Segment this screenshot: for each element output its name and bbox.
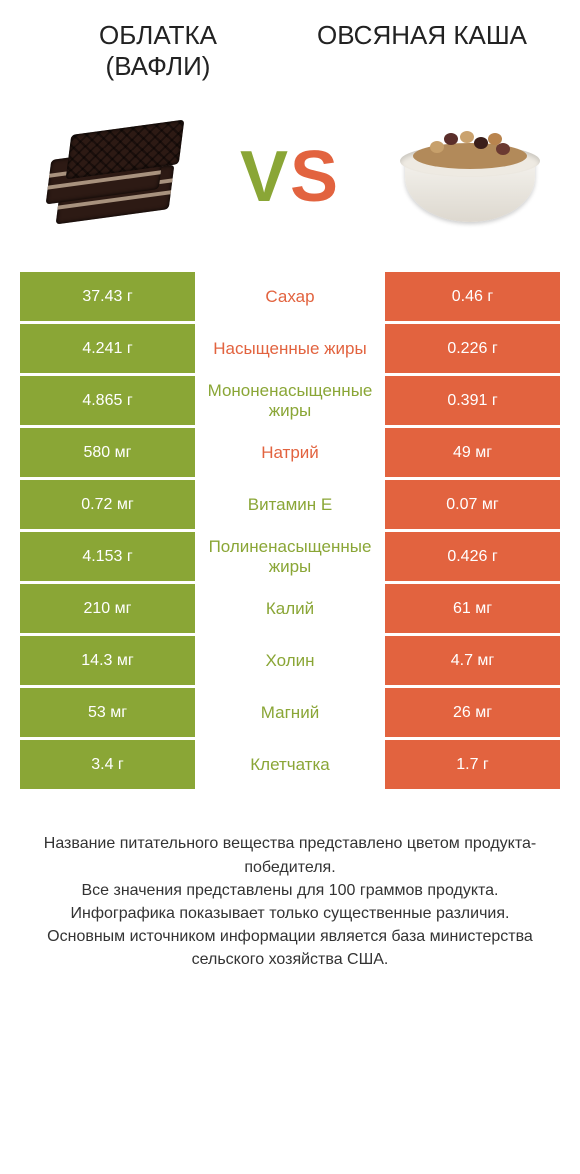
left-value-cell: 0.72 мг (20, 480, 195, 529)
right-value-cell: 49 мг (385, 428, 560, 477)
table-row: 14.3 мгХолин4.7 мг (20, 636, 560, 688)
right-value-cell: 4.7 мг (385, 636, 560, 685)
vs-label: VS (240, 136, 340, 218)
header: Облатка (Вафли) Овсяная каша (0, 0, 580, 92)
comparison-table: 37.43 гСахар0.46 г4.241 гНасыщенные жиры… (20, 272, 560, 792)
left-value-cell: 4.865 г (20, 376, 195, 425)
left-product-title: Облатка (Вафли) (50, 20, 266, 82)
nutrient-label-cell: Мононенасыщенные жиры (195, 376, 385, 425)
nutrient-label-cell: Магний (195, 688, 385, 737)
nutrient-label-cell: Клетчатка (195, 740, 385, 789)
nutrient-label-cell: Полиненасыщенные жиры (195, 532, 385, 581)
oatmeal-image (390, 112, 550, 242)
right-value-cell: 61 мг (385, 584, 560, 633)
footer-line: Название питательного вещества представл… (25, 832, 555, 878)
table-row: 580 мгНатрий49 мг (20, 428, 560, 480)
left-value-cell: 14.3 мг (20, 636, 195, 685)
left-value-cell: 210 мг (20, 584, 195, 633)
right-value-cell: 0.391 г (385, 376, 560, 425)
left-value-cell: 37.43 г (20, 272, 195, 321)
left-value-cell: 3.4 г (20, 740, 195, 789)
table-row: 37.43 гСахар0.46 г (20, 272, 560, 324)
footer-notes: Название питательного вещества представл… (0, 832, 580, 971)
left-value-cell: 53 мг (20, 688, 195, 737)
left-value-cell: 4.153 г (20, 532, 195, 581)
nutrient-label-cell: Холин (195, 636, 385, 685)
left-value-cell: 580 мг (20, 428, 195, 477)
right-value-cell: 26 мг (385, 688, 560, 737)
nutrient-label-cell: Сахар (195, 272, 385, 321)
footer-line: Инфографика показывает только существенн… (25, 902, 555, 925)
nutrient-label-cell: Насыщенные жиры (195, 324, 385, 373)
right-value-cell: 1.7 г (385, 740, 560, 789)
right-value-cell: 0.226 г (385, 324, 560, 373)
right-value-cell: 0.46 г (385, 272, 560, 321)
table-row: 53 мгМагний26 мг (20, 688, 560, 740)
right-value-cell: 0.426 г (385, 532, 560, 581)
nutrient-label-cell: Калий (195, 584, 385, 633)
table-row: 210 мгКалий61 мг (20, 584, 560, 636)
images-row: VS (0, 92, 580, 272)
right-product-title: Овсяная каша (314, 20, 530, 82)
footer-line: Все значения представлены для 100 граммо… (25, 879, 555, 902)
table-row: 3.4 гКлетчатка1.7 г (20, 740, 560, 792)
nutrient-label-cell: Натрий (195, 428, 385, 477)
wafer-image (30, 112, 190, 242)
table-row: 4.153 гПолиненасыщенные жиры0.426 г (20, 532, 560, 584)
left-value-cell: 4.241 г (20, 324, 195, 373)
table-row: 0.72 мгВитамин E0.07 мг (20, 480, 560, 532)
footer-line: Основным источником информации является … (25, 925, 555, 971)
nutrient-label-cell: Витамин E (195, 480, 385, 529)
table-row: 4.241 гНасыщенные жиры0.226 г (20, 324, 560, 376)
right-value-cell: 0.07 мг (385, 480, 560, 529)
table-row: 4.865 гМононенасыщенные жиры0.391 г (20, 376, 560, 428)
